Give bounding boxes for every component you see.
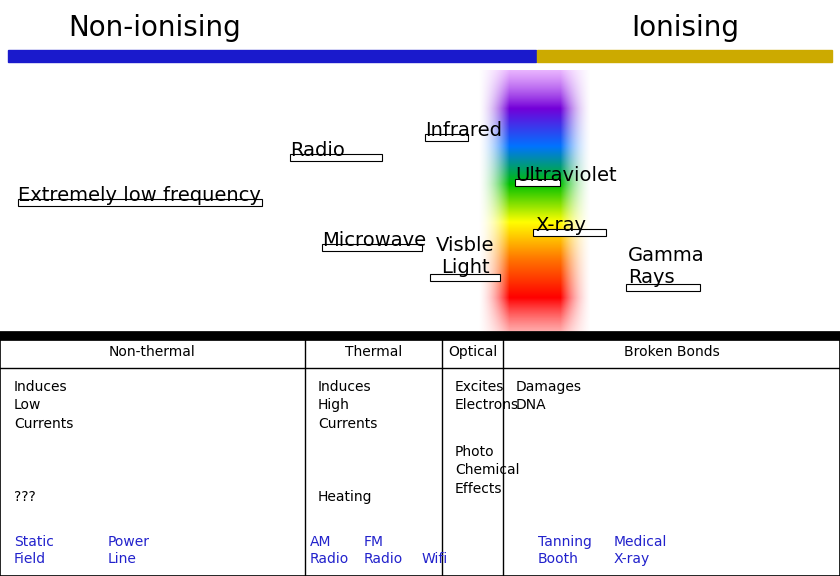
Text: Damages
DNA: Damages DNA <box>516 380 582 412</box>
Bar <box>533 229 606 236</box>
Text: AM
Radio: AM Radio <box>310 535 349 566</box>
Bar <box>290 154 382 161</box>
Text: Medical
X-ray: Medical X-ray <box>614 535 667 566</box>
Text: Extremely low frequency: Extremely low frequency <box>18 186 261 205</box>
Text: X-ray: X-ray <box>535 216 586 235</box>
Text: Induces
Low
Currents: Induces Low Currents <box>14 380 73 431</box>
Bar <box>430 274 500 281</box>
Text: Induces
High
Currents: Induces High Currents <box>318 380 377 431</box>
Text: Ultraviolet: Ultraviolet <box>515 166 617 185</box>
Text: Broken Bonds: Broken Bonds <box>623 345 719 359</box>
Text: Microwave: Microwave <box>322 231 426 250</box>
Bar <box>18 199 262 206</box>
Text: Radio: Radio <box>290 141 345 160</box>
Text: Photo
Chemical
Effects: Photo Chemical Effects <box>455 445 519 496</box>
Text: Excites
Electrons: Excites Electrons <box>455 380 519 412</box>
Text: Non-thermal: Non-thermal <box>109 345 196 359</box>
Bar <box>626 284 700 291</box>
Text: Tanning
Booth: Tanning Booth <box>538 535 592 566</box>
Bar <box>0 336 840 576</box>
Text: Infrared: Infrared <box>425 121 502 140</box>
Text: ???: ??? <box>14 490 36 504</box>
Text: Optical: Optical <box>448 345 497 359</box>
Text: Wifi: Wifi <box>422 552 449 566</box>
Text: Non-ionising: Non-ionising <box>69 14 241 42</box>
Text: Power
Line: Power Line <box>108 535 150 566</box>
Text: FM
Radio: FM Radio <box>364 535 403 566</box>
Text: Thermal: Thermal <box>345 345 402 359</box>
Bar <box>425 134 468 141</box>
Bar <box>515 179 560 186</box>
Text: Ionising: Ionising <box>631 14 739 42</box>
Bar <box>537 50 832 62</box>
Text: Static
Field: Static Field <box>14 535 54 566</box>
Text: Gamma
Rays: Gamma Rays <box>628 246 705 287</box>
Text: Heating: Heating <box>318 490 372 504</box>
Text: Visble
Light: Visble Light <box>436 236 494 277</box>
Bar <box>322 244 422 251</box>
Bar <box>8 50 536 62</box>
